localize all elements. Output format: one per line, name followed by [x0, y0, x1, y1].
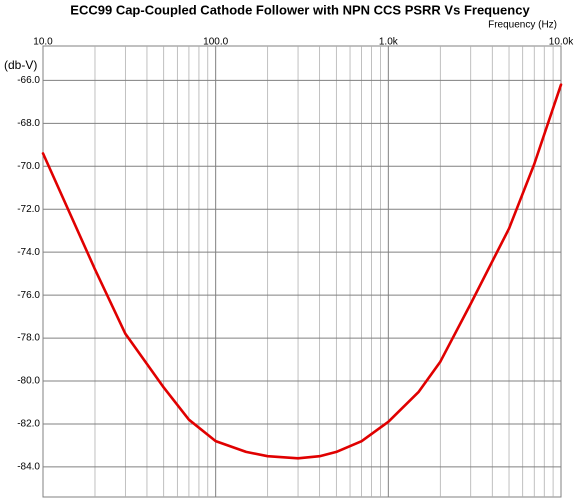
x-tick-label: 100.0: [203, 37, 228, 48]
chart-title: ECC99 Cap-Coupled Cathode Follower with …: [70, 2, 530, 17]
x-tick-label: 10.0k: [549, 37, 574, 48]
y-axis-title: (db-V): [4, 58, 37, 72]
y-tick-label: -82.0: [17, 419, 40, 430]
y-tick-label: -72.0: [17, 204, 40, 215]
x-axis-title: Frequency (Hz): [488, 20, 557, 31]
y-tick-label: -66.0: [17, 75, 40, 86]
y-tick-label: -70.0: [17, 161, 40, 172]
y-tick-label: -68.0: [17, 118, 40, 129]
plot-area: [42, 45, 562, 498]
y-tick-label: -84.0: [17, 462, 40, 473]
x-tick-label: 1.0k: [379, 37, 399, 48]
x-tick-label: 10.0: [33, 37, 53, 48]
y-tick-label: -78.0: [17, 333, 40, 344]
y-tick-label: -74.0: [17, 247, 40, 258]
y-tick-label: -76.0: [17, 290, 40, 301]
data-line: [41, 83, 563, 460]
y-tick-label: -80.0: [17, 376, 40, 387]
